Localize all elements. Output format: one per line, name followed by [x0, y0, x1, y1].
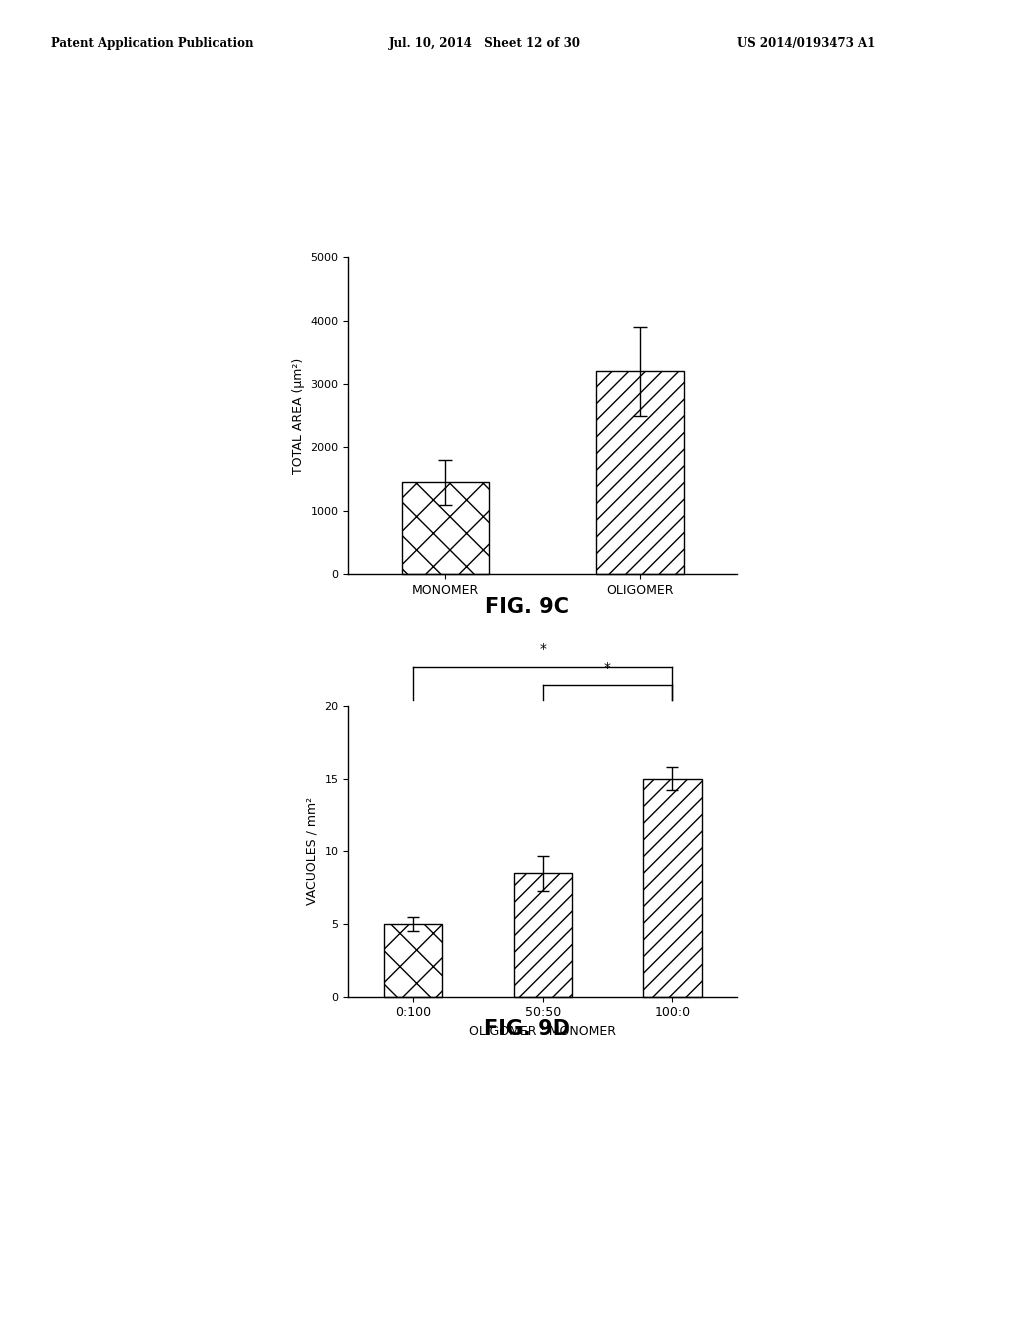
X-axis label: OLIGOMER : MONOMER: OLIGOMER : MONOMER	[469, 1024, 616, 1038]
Bar	[643, 779, 701, 997]
Text: *: *	[540, 642, 546, 656]
Text: Jul. 10, 2014   Sheet 12 of 30: Jul. 10, 2014 Sheet 12 of 30	[389, 37, 582, 50]
Text: FIG. 9D: FIG. 9D	[484, 1019, 570, 1039]
Text: US 2014/0193473 A1: US 2014/0193473 A1	[737, 37, 876, 50]
Text: FIG. 9C: FIG. 9C	[485, 597, 569, 616]
Bar	[384, 924, 442, 997]
Y-axis label: VACUOLES / mm²: VACUOLES / mm²	[306, 797, 318, 906]
Bar	[513, 874, 571, 997]
Y-axis label: TOTAL AREA (μm²): TOTAL AREA (μm²)	[292, 358, 305, 474]
Bar	[596, 371, 684, 574]
Text: *: *	[604, 660, 611, 675]
Bar	[401, 482, 489, 574]
Text: Patent Application Publication: Patent Application Publication	[51, 37, 254, 50]
